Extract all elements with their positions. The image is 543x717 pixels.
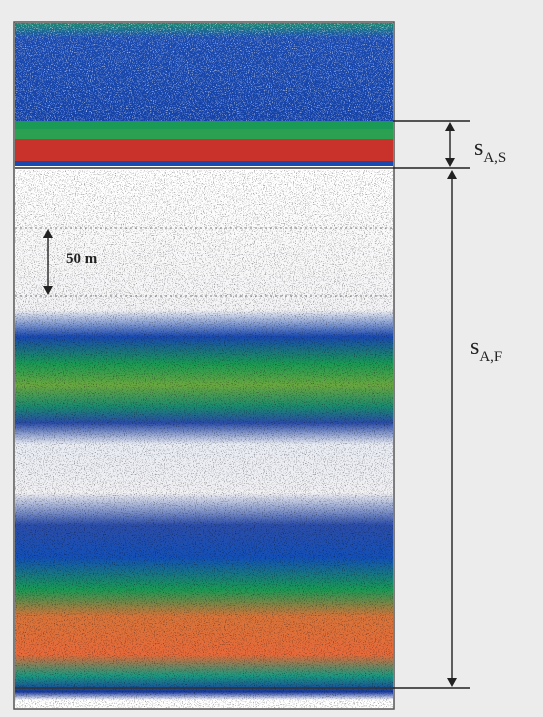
annotation: sA,F: [470, 334, 502, 365]
annotation-symbol: s: [474, 135, 483, 161]
water-speckle: [15, 170, 393, 708]
band-green: [15, 121, 393, 129]
surface-speckle: [15, 23, 393, 121]
annotation: sA,S: [474, 135, 506, 166]
annotation-subscript: A,F: [479, 349, 502, 365]
annotation-symbol: s: [470, 334, 479, 360]
annotation-lines: [393, 120, 470, 689]
scale-arrow: [43, 229, 53, 295]
echogram: [15, 23, 393, 708]
annotation-subscript: A,S: [483, 150, 506, 166]
band-blue: [15, 161, 393, 166]
band-green: [15, 129, 393, 139]
band-red: [15, 139, 393, 161]
scale-label: 50 m: [66, 251, 98, 267]
